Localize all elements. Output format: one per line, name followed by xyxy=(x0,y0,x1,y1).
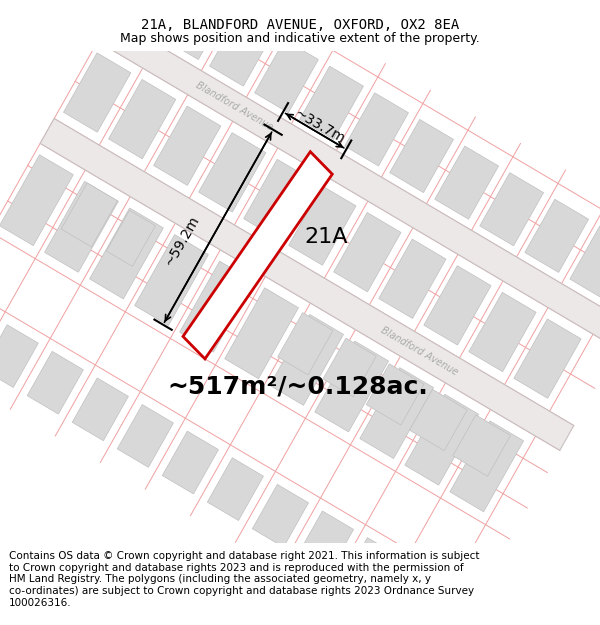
Polygon shape xyxy=(64,53,131,132)
Polygon shape xyxy=(480,173,544,246)
Text: ~33.7m: ~33.7m xyxy=(292,106,347,146)
Polygon shape xyxy=(134,234,208,326)
Polygon shape xyxy=(525,199,589,272)
Polygon shape xyxy=(89,208,163,299)
Polygon shape xyxy=(570,226,600,299)
Polygon shape xyxy=(424,266,491,345)
Polygon shape xyxy=(154,106,221,186)
Text: 21A, BLANDFORD AVENUE, OXFORD, OX2 8EA: 21A, BLANDFORD AVENUE, OXFORD, OX2 8EA xyxy=(141,18,459,32)
Polygon shape xyxy=(162,431,218,494)
Polygon shape xyxy=(183,152,332,359)
Polygon shape xyxy=(343,538,398,601)
Polygon shape xyxy=(224,288,298,379)
Polygon shape xyxy=(208,458,263,521)
Polygon shape xyxy=(44,181,118,272)
Polygon shape xyxy=(72,378,128,441)
Polygon shape xyxy=(98,18,600,349)
Text: Blandford Avenue: Blandford Avenue xyxy=(379,325,460,377)
Polygon shape xyxy=(379,239,446,319)
Polygon shape xyxy=(390,119,454,192)
Text: ~517m²/~0.128ac.: ~517m²/~0.128ac. xyxy=(167,374,428,398)
Text: Map shows position and indicative extent of the property.: Map shows position and indicative extent… xyxy=(120,32,480,45)
Polygon shape xyxy=(435,146,499,219)
Polygon shape xyxy=(109,79,176,159)
Polygon shape xyxy=(0,155,73,246)
Polygon shape xyxy=(106,210,155,266)
Polygon shape xyxy=(344,93,409,166)
Polygon shape xyxy=(278,312,333,375)
Polygon shape xyxy=(199,132,266,212)
Polygon shape xyxy=(289,186,356,265)
Polygon shape xyxy=(119,0,183,33)
Polygon shape xyxy=(164,0,229,59)
Polygon shape xyxy=(469,292,536,372)
Polygon shape xyxy=(334,213,401,292)
Polygon shape xyxy=(209,13,274,86)
Text: 21A: 21A xyxy=(304,228,347,248)
Polygon shape xyxy=(253,484,308,547)
Polygon shape xyxy=(514,319,581,398)
Polygon shape xyxy=(0,325,38,388)
Text: ~59.2m: ~59.2m xyxy=(162,214,202,269)
Polygon shape xyxy=(323,338,376,397)
Polygon shape xyxy=(254,39,319,112)
Text: Contains OS data © Crown copyright and database right 2021. This information is : Contains OS data © Crown copyright and d… xyxy=(9,551,479,608)
Polygon shape xyxy=(315,341,389,432)
Polygon shape xyxy=(117,404,173,468)
Polygon shape xyxy=(360,368,434,459)
Polygon shape xyxy=(453,415,511,476)
Polygon shape xyxy=(366,364,424,425)
Polygon shape xyxy=(450,421,524,512)
Text: Blandford Avenue: Blandford Avenue xyxy=(194,81,274,132)
Polygon shape xyxy=(410,389,467,451)
Polygon shape xyxy=(298,511,353,574)
Polygon shape xyxy=(388,564,443,625)
Polygon shape xyxy=(299,66,364,139)
Polygon shape xyxy=(270,314,343,405)
Polygon shape xyxy=(40,119,574,451)
Polygon shape xyxy=(179,261,253,352)
Polygon shape xyxy=(405,394,479,485)
Polygon shape xyxy=(27,351,83,414)
Polygon shape xyxy=(244,159,311,239)
Polygon shape xyxy=(61,183,118,247)
